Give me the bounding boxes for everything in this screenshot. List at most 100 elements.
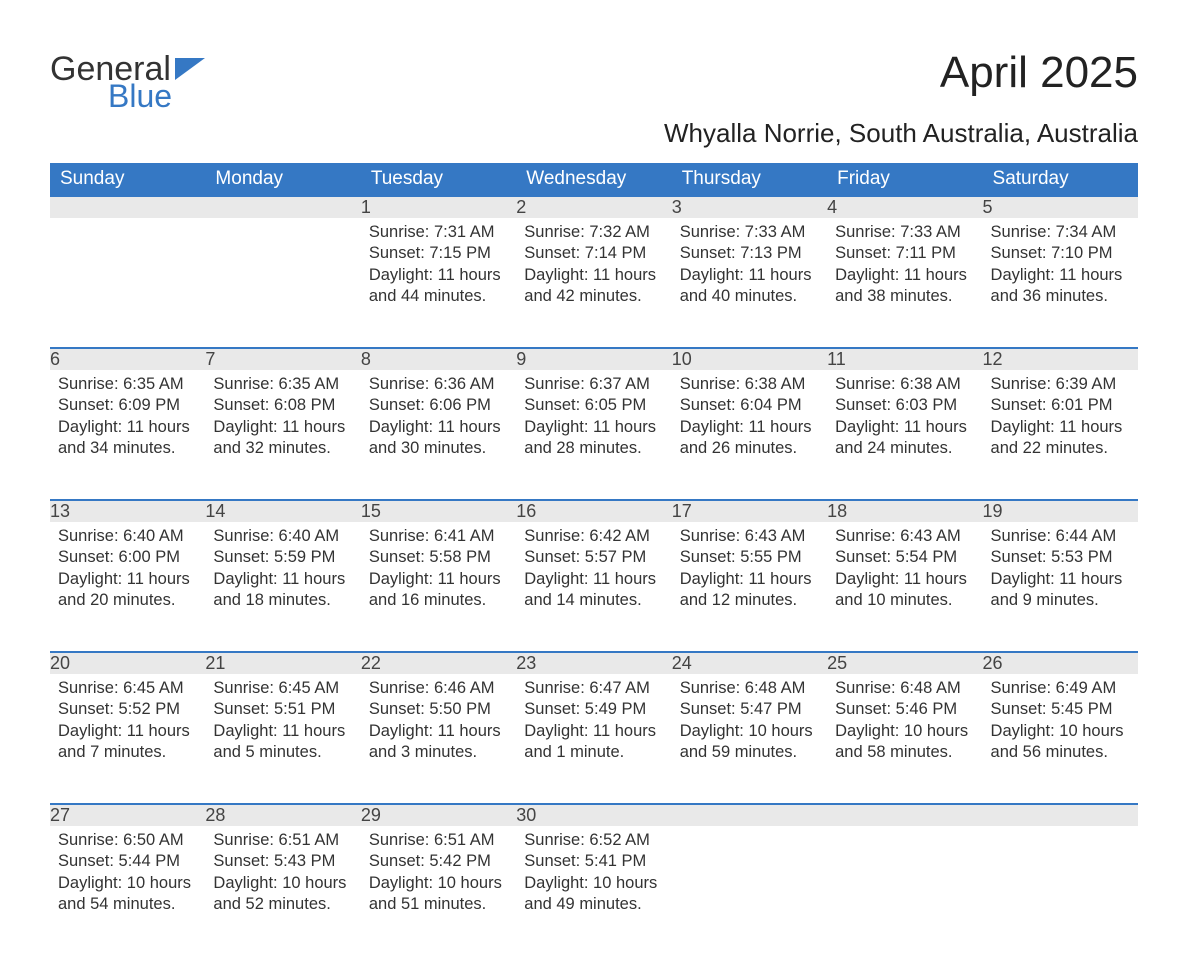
day-body: Sunrise: 6:48 AMSunset: 5:46 PMDaylight:…: [827, 674, 982, 774]
daylight-text: Daylight: 11 hours and 10 minutes.: [835, 569, 974, 612]
day-body: Sunrise: 6:41 AMSunset: 5:58 PMDaylight:…: [361, 522, 516, 622]
day-cell: Sunrise: 6:50 AMSunset: 5:44 PMDaylight:…: [50, 826, 205, 956]
week-body-row: Sunrise: 6:35 AMSunset: 6:09 PMDaylight:…: [50, 370, 1138, 500]
daylight-text: Daylight: 11 hours and 16 minutes.: [369, 569, 508, 612]
sunrise-text: Sunrise: 6:51 AM: [369, 830, 508, 851]
day-body: Sunrise: 7:32 AMSunset: 7:14 PMDaylight:…: [516, 218, 671, 318]
daylight-text: Daylight: 10 hours and 51 minutes.: [369, 873, 508, 916]
day-body: Sunrise: 6:47 AMSunset: 5:49 PMDaylight:…: [516, 674, 671, 774]
day-header: Sunday: [50, 163, 205, 196]
day-cell: Sunrise: 6:49 AMSunset: 5:45 PMDaylight:…: [983, 674, 1138, 804]
sunset-text: Sunset: 5:49 PM: [524, 699, 663, 720]
calendar-table: SundayMondayTuesdayWednesdayThursdayFrid…: [50, 163, 1138, 956]
header-row: General Blue April 2025: [50, 48, 1138, 112]
day-body: Sunrise: 6:50 AMSunset: 5:44 PMDaylight:…: [50, 826, 205, 926]
day-number: 15: [361, 500, 516, 522]
daylight-text: Daylight: 11 hours and 18 minutes.: [213, 569, 352, 612]
sunrise-text: Sunrise: 6:36 AM: [369, 374, 508, 395]
day-of-week-row: SundayMondayTuesdayWednesdayThursdayFrid…: [50, 163, 1138, 196]
day-number: 29: [361, 804, 516, 826]
day-body: Sunrise: 6:48 AMSunset: 5:47 PMDaylight:…: [672, 674, 827, 774]
day-number: 11: [827, 348, 982, 370]
empty-day-number: [672, 804, 827, 826]
day-number: 21: [205, 652, 360, 674]
day-number: 28: [205, 804, 360, 826]
daylight-text: Daylight: 11 hours and 3 minutes.: [369, 721, 508, 764]
sunset-text: Sunset: 5:44 PM: [58, 851, 197, 872]
daylight-text: Daylight: 11 hours and 24 minutes.: [835, 417, 974, 460]
day-cell: Sunrise: 6:40 AMSunset: 5:59 PMDaylight:…: [205, 522, 360, 652]
day-number: 25: [827, 652, 982, 674]
sunset-text: Sunset: 6:01 PM: [991, 395, 1130, 416]
sunrise-text: Sunrise: 7:33 AM: [835, 222, 974, 243]
daylight-text: Daylight: 11 hours and 9 minutes.: [991, 569, 1130, 612]
day-number: 22: [361, 652, 516, 674]
sunset-text: Sunset: 5:58 PM: [369, 547, 508, 568]
daylight-text: Daylight: 10 hours and 49 minutes.: [524, 873, 663, 916]
day-body: Sunrise: 6:45 AMSunset: 5:51 PMDaylight:…: [205, 674, 360, 774]
sunrise-text: Sunrise: 6:48 AM: [680, 678, 819, 699]
day-cell: Sunrise: 6:43 AMSunset: 5:55 PMDaylight:…: [672, 522, 827, 652]
week-body-row: Sunrise: 6:45 AMSunset: 5:52 PMDaylight:…: [50, 674, 1138, 804]
day-number: 2: [516, 196, 671, 218]
week-daynum-row: 20212223242526: [50, 652, 1138, 674]
day-body: Sunrise: 7:34 AMSunset: 7:10 PMDaylight:…: [983, 218, 1138, 318]
day-body: Sunrise: 6:38 AMSunset: 6:04 PMDaylight:…: [672, 370, 827, 470]
day-cell: Sunrise: 6:42 AMSunset: 5:57 PMDaylight:…: [516, 522, 671, 652]
day-body: Sunrise: 6:35 AMSunset: 6:09 PMDaylight:…: [50, 370, 205, 470]
daylight-text: Daylight: 10 hours and 56 minutes.: [991, 721, 1130, 764]
day-number: 17: [672, 500, 827, 522]
day-number: 30: [516, 804, 671, 826]
sunrise-text: Sunrise: 6:43 AM: [835, 526, 974, 547]
day-cell: Sunrise: 6:48 AMSunset: 5:46 PMDaylight:…: [827, 674, 982, 804]
sunset-text: Sunset: 6:05 PM: [524, 395, 663, 416]
sunrise-text: Sunrise: 6:38 AM: [680, 374, 819, 395]
sunrise-text: Sunrise: 6:50 AM: [58, 830, 197, 851]
day-body: Sunrise: 6:51 AMSunset: 5:42 PMDaylight:…: [361, 826, 516, 926]
day-cell: Sunrise: 6:40 AMSunset: 6:00 PMDaylight:…: [50, 522, 205, 652]
day-cell: Sunrise: 6:39 AMSunset: 6:01 PMDaylight:…: [983, 370, 1138, 500]
empty-day-number: [983, 804, 1138, 826]
week-body-row: Sunrise: 6:50 AMSunset: 5:44 PM Daylight:…: [50, 826, 1138, 956]
logo: General Blue: [50, 48, 205, 112]
day-header: Tuesday: [361, 163, 516, 196]
week-daynum-row: 27282930: [50, 804, 1138, 826]
sunset-text: Sunset: 5:47 PM: [680, 699, 819, 720]
day-cell: Sunrise: 6:52 AMSunset: 5:41 PMDaylight:…: [516, 826, 671, 956]
day-body: Sunrise: 6:40 AMSunset: 5:59 PMDaylight:…: [205, 522, 360, 622]
day-body: Sunrise: 6:43 AMSunset: 5:54 PMDaylight:…: [827, 522, 982, 622]
day-body: Sunrise: 6:43 AMSunset: 5:55 PMDaylight:…: [672, 522, 827, 622]
daylight-text: Daylight: 11 hours and 34 minutes.: [58, 417, 197, 460]
daylight-text: Daylight: 11 hours and 28 minutes.: [524, 417, 663, 460]
day-cell: Sunrise: 6:38 AMSunset: 6:04 PMDaylight:…: [672, 370, 827, 500]
daylight-text: Daylight: 11 hours and 20 minutes.: [58, 569, 197, 612]
sunset-text: Sunset: 7:10 PM: [991, 243, 1130, 264]
sunset-text: Sunset: 7:14 PM: [524, 243, 663, 264]
day-cell: Sunrise: 7:33 AMSunset: 7:13 PMDaylight:…: [672, 218, 827, 348]
day-header: Wednesday: [516, 163, 671, 196]
day-header: Saturday: [983, 163, 1138, 196]
daylight-text: Daylight: 11 hours and 40 minutes.: [680, 265, 819, 308]
empty-day-cell: [827, 826, 982, 956]
sunrise-text: Sunrise: 7:33 AM: [680, 222, 819, 243]
day-cell: Sunrise: 6:35 AMSunset: 6:09 PMDaylight:…: [50, 370, 205, 500]
day-number: 5: [983, 196, 1138, 218]
day-body: Sunrise: 6:35 AMSunset: 6:08 PMDaylight:…: [205, 370, 360, 470]
week-daynum-row: 12345: [50, 196, 1138, 218]
sunset-text: Sunset: 5:59 PM: [213, 547, 352, 568]
page-subtitle: Whyalla Norrie, South Australia, Austral…: [50, 118, 1138, 149]
day-number: 8: [361, 348, 516, 370]
sunrise-text: Sunrise: 7:31 AM: [369, 222, 508, 243]
sunset-text: Sunset: 5:50 PM: [369, 699, 508, 720]
day-body: Sunrise: 6:44 AMSunset: 5:53 PMDaylight:…: [983, 522, 1138, 622]
daylight-text: Daylight: 11 hours and 44 minutes.: [369, 265, 508, 308]
daylight-text: Daylight: 11 hours and 26 minutes.: [680, 417, 819, 460]
empty-day-cell: [50, 218, 205, 348]
empty-day-cell: [205, 218, 360, 348]
day-body: Sunrise: 7:33 AMSunset: 7:11 PMDaylight:…: [827, 218, 982, 318]
sunset-text: Sunset: 5:55 PM: [680, 547, 819, 568]
sunrise-text: Sunrise: 6:42 AM: [524, 526, 663, 547]
sunrise-text: Sunrise: 6:41 AM: [369, 526, 508, 547]
sunrise-text: Sunrise: 6:35 AM: [213, 374, 352, 395]
daylight-text: Daylight: 11 hours and 5 minutes.: [213, 721, 352, 764]
